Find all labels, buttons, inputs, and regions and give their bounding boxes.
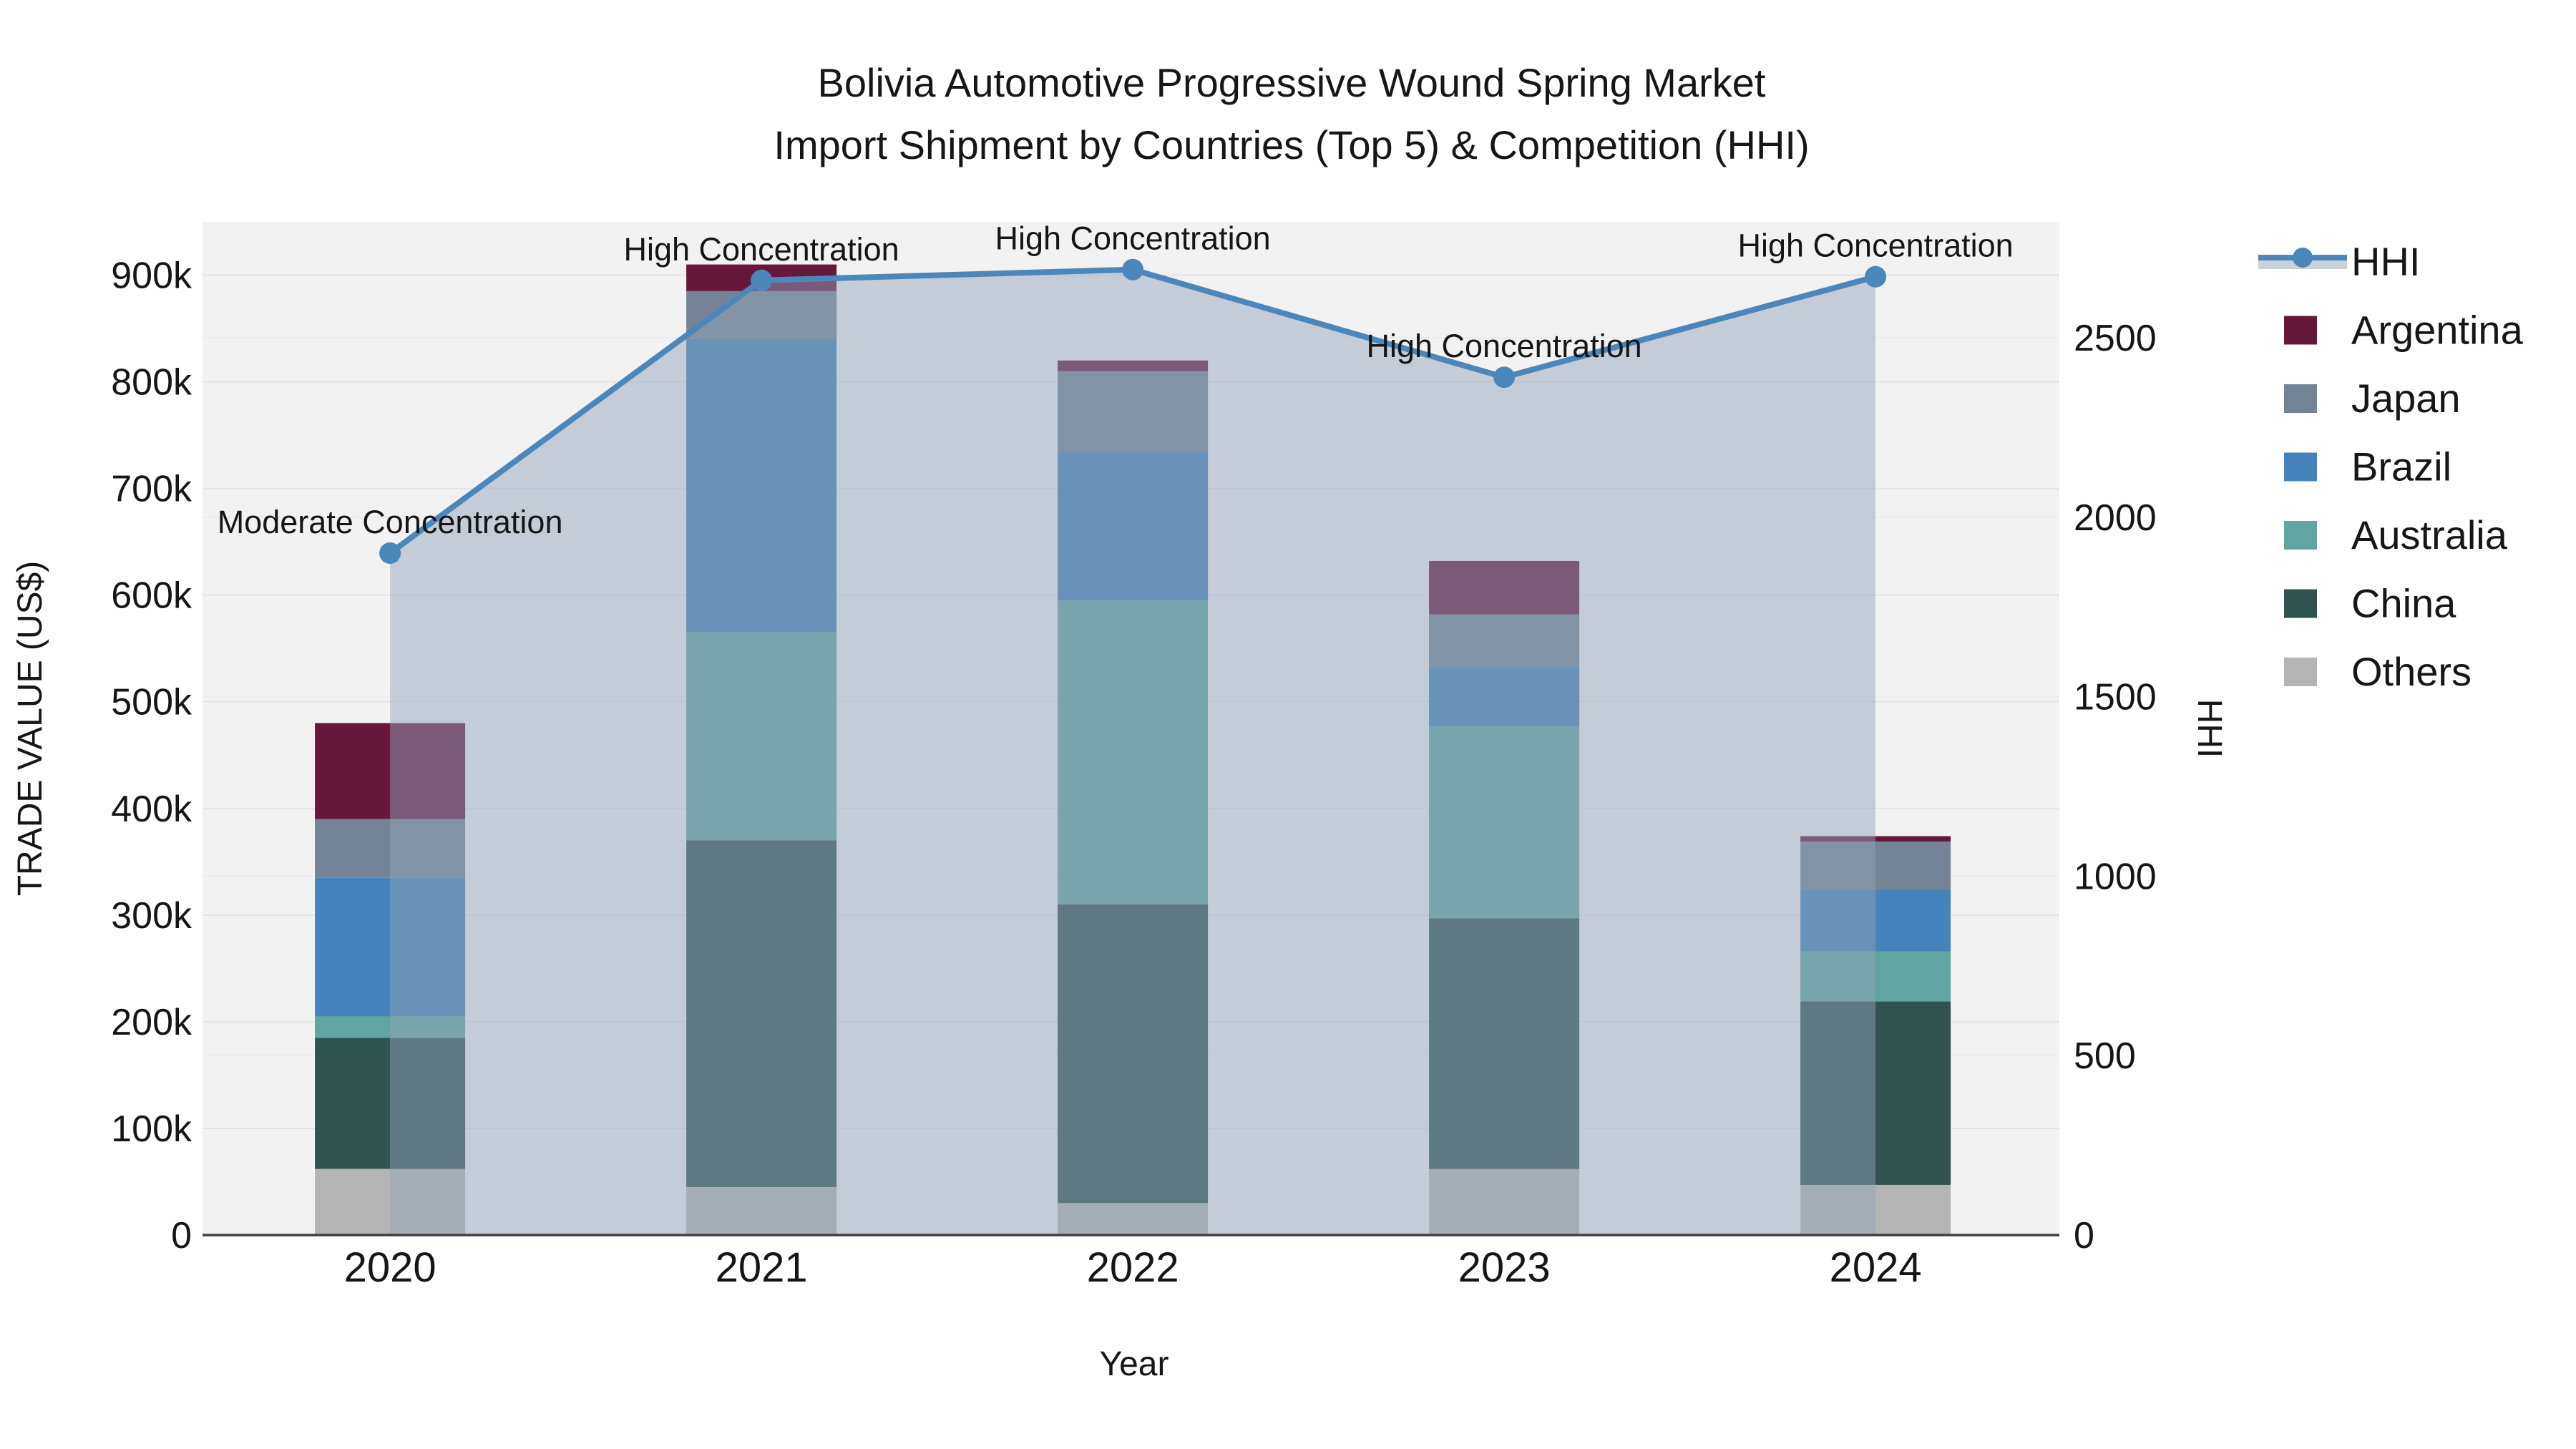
bar-segment-japan-2020: [315, 819, 466, 878]
y-right-tick-2000: 2000: [2074, 497, 2157, 539]
legend-item-brazil: Brazil: [2284, 444, 2451, 489]
hhi-marker-2022: [1122, 258, 1144, 280]
y-right-tick-0: 0: [2074, 1215, 2094, 1257]
bar-segment-others-2021: [686, 1186, 837, 1235]
legend-swatch-others: [2284, 658, 2317, 686]
legend-label-hhi: HHI: [2351, 239, 2420, 284]
bar-segment-japan-2023: [1429, 614, 1580, 668]
legend-swatch-japan: [2284, 384, 2317, 413]
y-right-tick-1000: 1000: [2074, 856, 2157, 897]
bar-segment-others-2023: [1429, 1169, 1580, 1235]
bar-segment-australia-2020: [315, 1016, 466, 1038]
annotation-2024: High Concentration: [1737, 228, 2013, 264]
x-tick-2023: 2023: [1458, 1244, 1551, 1291]
annotations-layer: Moderate Concentration High Concentration…: [218, 220, 2014, 540]
bar-segment-brazil-2020: [315, 877, 466, 1017]
legend-label-others: Others: [2351, 649, 2472, 694]
legend-item-hhi: HHI: [2258, 239, 2420, 284]
bar-segment-china-2024: [1800, 1001, 1951, 1185]
annotation-2020: Moderate Concentration: [218, 504, 563, 540]
legend-swatch-brazil: [2284, 452, 2317, 482]
legend-item-others: Others: [2284, 649, 2472, 694]
x-axis-label: Year: [1100, 1345, 1169, 1383]
y-right-tick-1500: 1500: [2074, 677, 2157, 718]
x-tick-2020: 2020: [344, 1244, 436, 1291]
annotation-2021: High Concentration: [623, 231, 899, 268]
bars-layer: [315, 264, 1951, 1235]
bar-segment-china-2022: [1058, 904, 1209, 1204]
bar-segment-argentina-2022: [1058, 360, 1209, 371]
bar-segment-others-2022: [1058, 1203, 1209, 1235]
hhi-marker-2021: [751, 269, 773, 291]
bar-segment-brazil-2022: [1058, 451, 1209, 601]
y-left-tick-400k: 400k: [111, 789, 192, 830]
bar-segment-australia-2023: [1429, 726, 1580, 919]
y-left-tick-300k: 300k: [111, 895, 192, 937]
x-tick-2024: 2024: [1830, 1244, 1922, 1291]
hhi-area-layer: [390, 269, 1876, 1235]
legend-swatch-australia: [2284, 521, 2317, 550]
y-right-tick-500: 500: [2074, 1035, 2136, 1077]
legend-item-china: China: [2284, 581, 2457, 626]
hhi-area-fill: [390, 269, 1876, 1235]
legend-label-china: China: [2351, 581, 2457, 626]
legend-item-japan: Japan: [2284, 376, 2461, 421]
bar-segment-australia-2024: [1800, 951, 1951, 1002]
bar-segment-argentina-2020: [315, 723, 466, 819]
bar-segment-others-2024: [1800, 1184, 1951, 1235]
bar-segment-china-2021: [686, 840, 837, 1187]
y-left-tick-900k: 900k: [111, 255, 192, 297]
bar-segment-australia-2022: [1058, 600, 1209, 904]
y-left-tick-0: 0: [171, 1215, 192, 1257]
hhi-marker-2023: [1493, 366, 1516, 389]
bar-segment-argentina-2023: [1429, 560, 1580, 615]
y-left-tick-200k: 200k: [111, 1002, 192, 1043]
legend-label-brazil: Brazil: [2351, 444, 2451, 489]
x-tick-2022: 2022: [1087, 1244, 1179, 1291]
bar-segment-china-2023: [1429, 918, 1580, 1169]
bar-segment-argentina-2024: [1800, 836, 1951, 841]
y-left-axis-label: TRADE VALUE (US$): [11, 561, 49, 897]
legend-label-australia: Australia: [2351, 512, 2508, 557]
axes-layer: 2020 2021 2022 2023 2024 0 100k 200k 300k 400k 500…: [111, 255, 2156, 1291]
legend-swatch-argentina: [2284, 316, 2317, 345]
legend-hhi-marker-icon: [2293, 248, 2313, 268]
legend-swatch-china: [2284, 589, 2317, 618]
bar-segment-japan-2022: [1058, 371, 1209, 452]
bar-segment-japan-2024: [1800, 841, 1951, 890]
bar-segment-australia-2021: [686, 632, 837, 841]
bar-segment-china-2020: [315, 1038, 466, 1169]
bar-segment-brazil-2021: [686, 338, 837, 633]
legend-item-australia: Australia: [2284, 512, 2508, 557]
legend-label-japan: Japan: [2351, 376, 2461, 421]
annotation-2023: High Concentration: [1366, 328, 1641, 364]
hhi-marker-2024: [1865, 265, 1887, 288]
hhi-line-layer: [379, 258, 1887, 564]
bar-segment-brazil-2023: [1429, 668, 1580, 727]
legend-label-argentina: Argentina: [2351, 308, 2524, 353]
y-left-tick-500k: 500k: [111, 682, 192, 723]
bar-segment-others-2020: [315, 1169, 466, 1235]
legend-item-argentina: Argentina: [2284, 308, 2524, 353]
y-left-tick-100k: 100k: [111, 1108, 192, 1150]
y-right-tick-2500: 2500: [2074, 318, 2157, 359]
bar-segment-brazil-2024: [1800, 889, 1951, 952]
chart-title-line1: Bolivia Automotive Progressive Wound Spr…: [818, 60, 1766, 105]
annotation-2022: High Concentration: [995, 220, 1270, 257]
legend-layer: HHI Argentina Japan Brazil Australia China Oth…: [2258, 239, 2524, 694]
chart-title-line2: Import Shipment by Countries (Top 5) & C…: [774, 122, 1809, 167]
y-left-tick-700k: 700k: [111, 469, 192, 510]
hhi-marker-2020: [379, 542, 401, 564]
y-left-tick-600k: 600k: [111, 575, 192, 617]
x-tick-2021: 2021: [716, 1244, 808, 1291]
y-left-tick-800k: 800k: [111, 362, 192, 404]
y-right-axis-label: HHI: [2190, 699, 2228, 758]
